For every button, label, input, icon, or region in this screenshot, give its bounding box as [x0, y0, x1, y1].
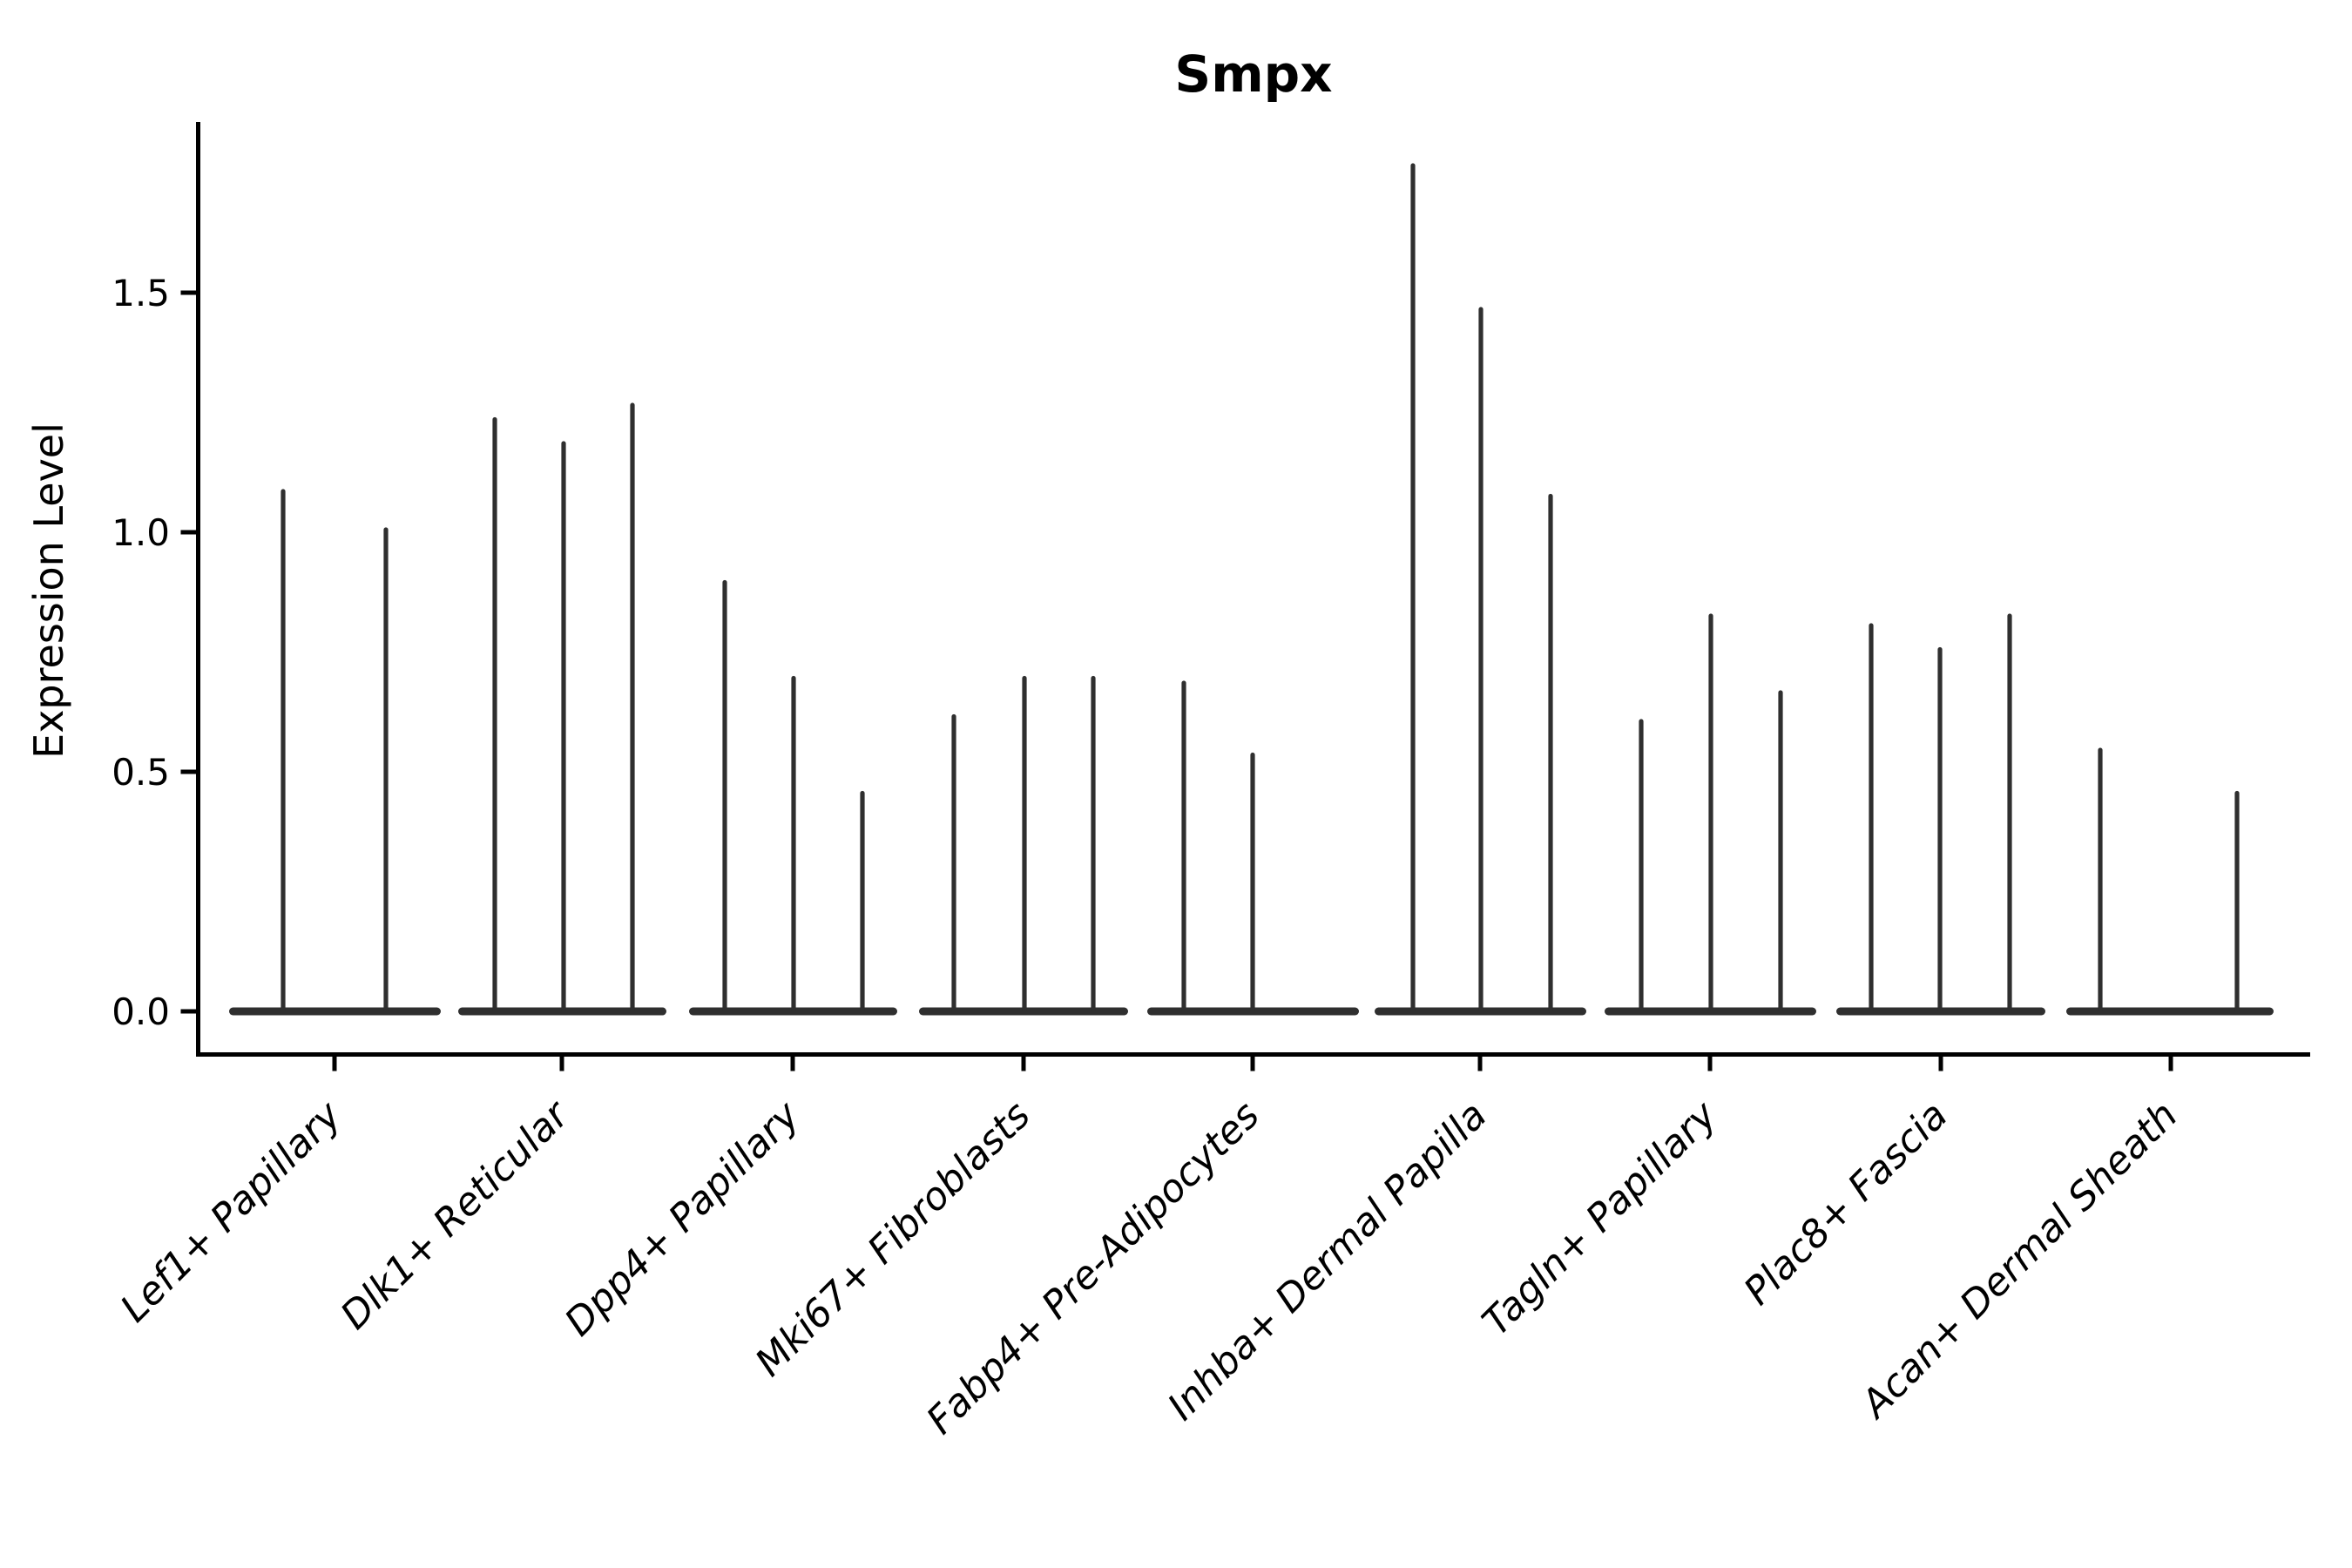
- x-tick-label: Dlk1+ Reticular: [332, 1092, 578, 1338]
- y-axis-title: Expression Level: [25, 422, 72, 759]
- x-tick-label: Plac8+ Fascia: [1735, 1093, 1956, 1314]
- x-tick-label: Dpp4+ Papillary: [557, 1092, 809, 1345]
- y-tick-label: 1.0: [112, 511, 170, 554]
- chart-title: Smpx: [1174, 44, 1332, 104]
- violins-layer: [229, 163, 2274, 1016]
- y-tick-label: 0.0: [112, 990, 170, 1033]
- y-tick-label: 1.5: [112, 272, 170, 314]
- x-tick-label: Lef1+ Papillary: [112, 1092, 351, 1331]
- y-tick-label: 0.5: [112, 751, 170, 794]
- x-tick-label: Tagln+ Papillary: [1474, 1092, 1726, 1344]
